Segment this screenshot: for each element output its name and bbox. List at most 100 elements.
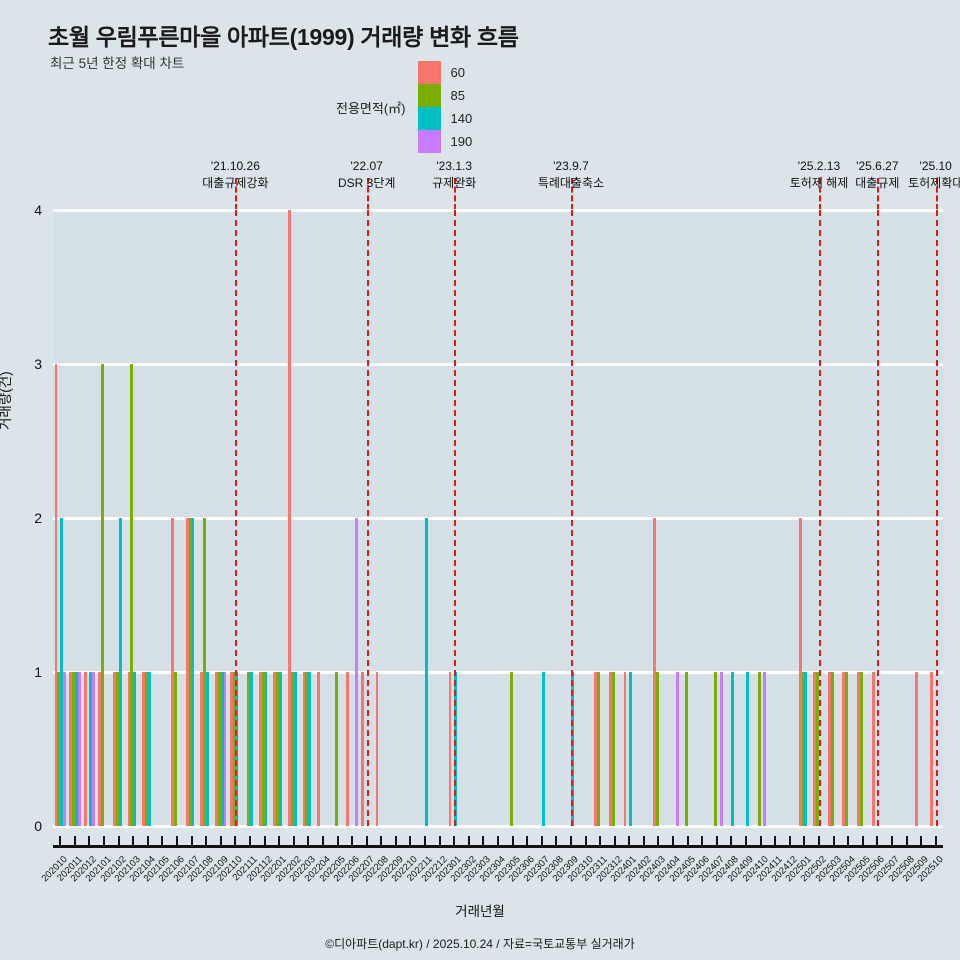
bar — [813, 672, 817, 826]
event-line — [570, 210, 573, 826]
bar — [675, 672, 679, 826]
bar — [92, 672, 96, 826]
event-label: '23.9.7 특례대출축소 — [538, 158, 604, 193]
gridline — [53, 516, 943, 520]
bar — [915, 672, 919, 826]
x-tick — [861, 836, 864, 848]
y-axis-label: 거래량(건) — [0, 371, 13, 430]
x-tick — [234, 836, 237, 848]
x-tick — [628, 836, 631, 848]
x-tick — [555, 836, 558, 848]
bar — [203, 518, 207, 826]
bar — [652, 518, 656, 826]
legend-item-60: 60 — [417, 61, 495, 84]
event-line-stub — [877, 178, 880, 210]
event-name: 토허제 해제 — [789, 176, 849, 191]
x-tick — [526, 836, 529, 848]
x-tick — [730, 836, 733, 848]
x-tick — [103, 836, 106, 848]
legend-label: 190 — [450, 134, 473, 149]
bar — [112, 672, 116, 826]
bar — [77, 672, 81, 826]
x-tick — [88, 836, 91, 848]
x-tick — [832, 836, 835, 848]
bar — [859, 672, 863, 826]
x-tick — [511, 836, 514, 848]
x-tick — [424, 836, 427, 848]
bar — [72, 672, 75, 826]
x-tick — [657, 836, 660, 848]
x-tick — [351, 836, 354, 848]
bar — [118, 518, 122, 826]
x-tick — [482, 836, 485, 848]
bar — [288, 210, 291, 826]
bar — [375, 672, 379, 826]
bar — [594, 672, 598, 826]
x-tick — [248, 836, 251, 848]
x-tick — [672, 836, 675, 848]
bar — [798, 518, 802, 826]
bar — [830, 672, 834, 826]
bar — [247, 672, 250, 826]
x-tick — [336, 836, 339, 848]
x-tick — [146, 836, 149, 848]
bar — [827, 672, 831, 826]
bar — [115, 672, 119, 826]
event-label: '23.1.3 규제완화 — [432, 158, 476, 193]
event-label: '22.07 DSR 3단계 — [338, 158, 395, 193]
x-tick — [73, 836, 76, 848]
bar — [757, 672, 761, 826]
x-tick — [132, 836, 135, 848]
bar — [305, 672, 309, 826]
event-date: '22.07 — [350, 159, 383, 173]
x-tick — [263, 836, 266, 848]
bar — [185, 518, 189, 826]
event-label: '21.10.26 대출규제강화 — [202, 158, 268, 193]
bar — [258, 672, 262, 826]
event-name: 특례대출축소 — [537, 176, 605, 191]
x-tick — [394, 836, 397, 848]
event-label: '25.10 토허제확대 — [908, 158, 960, 193]
bar — [130, 364, 134, 826]
bar — [448, 672, 452, 826]
bar — [142, 672, 145, 826]
bar — [144, 672, 148, 826]
event-date: '23.9.7 — [553, 159, 589, 173]
x-tick — [380, 836, 383, 848]
bar — [308, 672, 312, 826]
x-tick — [321, 836, 324, 848]
x-tick — [467, 836, 470, 848]
bar — [302, 672, 306, 826]
x-tick — [876, 836, 879, 848]
x-tick — [176, 836, 179, 848]
bar — [249, 672, 253, 826]
bar — [346, 672, 350, 826]
bar — [101, 364, 105, 826]
bar — [200, 672, 204, 826]
bar — [842, 672, 846, 826]
bar — [223, 672, 227, 826]
event-line — [454, 210, 457, 826]
x-tick — [803, 836, 806, 848]
bar — [804, 672, 808, 826]
x-tick — [365, 836, 368, 848]
gridline — [53, 362, 943, 366]
x-tick — [59, 836, 62, 848]
x-tick — [715, 836, 718, 848]
bar — [220, 672, 224, 826]
x-tick — [307, 836, 310, 848]
x-tick — [745, 836, 748, 848]
bar — [611, 672, 615, 826]
bar — [127, 672, 131, 826]
x-tick — [292, 836, 295, 848]
x-tick — [219, 836, 222, 848]
event-name: 대출규제 — [855, 176, 900, 191]
bar — [279, 672, 282, 826]
event-line — [235, 210, 238, 826]
page-subtitle: 최근 5년 한정 확대 차트 — [50, 56, 185, 71]
legend-label: 60 — [450, 65, 465, 80]
plot-area — [53, 208, 943, 828]
x-tick — [686, 836, 689, 848]
event-line-stub — [818, 178, 821, 210]
x-tick — [409, 836, 412, 848]
